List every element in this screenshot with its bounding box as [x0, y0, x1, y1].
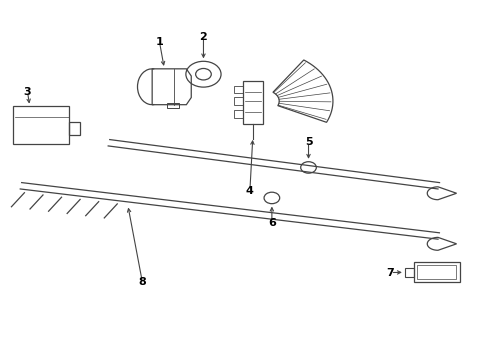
- Text: 3: 3: [24, 87, 31, 97]
- Bar: [234, 110, 243, 118]
- Bar: [13, 107, 69, 144]
- Text: 5: 5: [305, 138, 312, 147]
- Text: 1: 1: [156, 37, 163, 47]
- Bar: [234, 86, 243, 94]
- Text: 2: 2: [199, 32, 207, 41]
- Bar: [234, 97, 243, 105]
- Bar: [69, 122, 80, 135]
- Bar: [417, 265, 456, 279]
- Bar: [167, 103, 179, 108]
- Text: 6: 6: [268, 218, 276, 228]
- Text: 4: 4: [246, 186, 254, 196]
- Bar: [405, 268, 414, 277]
- Bar: [414, 262, 460, 282]
- Text: 8: 8: [139, 277, 147, 287]
- Bar: [243, 81, 263, 125]
- Text: 7: 7: [387, 267, 394, 278]
